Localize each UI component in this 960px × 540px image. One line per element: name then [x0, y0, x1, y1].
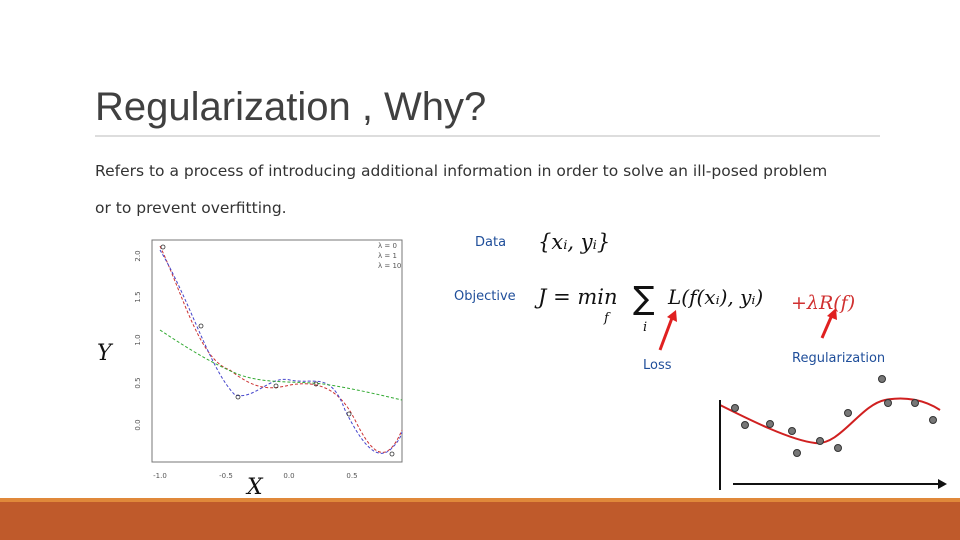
label-data: Data	[475, 235, 506, 250]
x-tick-label: -0.5	[219, 472, 233, 480]
body-text: Refers to a process of introducing addit…	[95, 162, 827, 180]
legend-label: λ = 0	[378, 242, 397, 250]
x-tick-label: 0.0	[283, 472, 294, 480]
regularization-sketch	[719, 375, 947, 490]
x-tick-label: -1.0	[153, 472, 167, 480]
plot-frame	[151, 239, 403, 463]
y-tick-label: 0.0	[134, 419, 142, 430]
label-loss: Loss	[643, 358, 672, 373]
label-objective: Objective	[454, 289, 516, 304]
y-axis-label: Y	[97, 341, 114, 366]
plot: λ = 0 λ = 1 λ = 10 -1.0 -0.5 0.0 0.5 2.0…	[134, 239, 403, 480]
label-regularization: Regularization	[792, 351, 885, 366]
y-tick-label: 0.5	[134, 377, 142, 388]
curve	[159, 249, 403, 454]
arrowhead	[667, 310, 677, 322]
legend-label: λ = 1	[378, 252, 397, 260]
curve	[159, 245, 403, 453]
formula-penalty: +λR(f)	[791, 292, 855, 314]
slide-title: Regularization , Why?	[95, 85, 486, 129]
y-tick-label: 1.5	[134, 291, 142, 302]
arrow	[658, 317, 674, 351]
formula-loss: L(f(xᵢ), yᵢ)	[667, 285, 763, 309]
footer-line	[0, 498, 960, 502]
x-tick-label: 0.5	[346, 472, 357, 480]
formula-data: {xᵢ, yᵢ}	[538, 230, 610, 254]
arrow	[820, 314, 834, 339]
legend-label: λ = 10	[378, 262, 401, 270]
x-axis-label: X	[245, 475, 264, 500]
y-tick-label: 1.0	[134, 334, 142, 345]
y-tick-label: 2.0	[134, 250, 142, 261]
points	[160, 244, 395, 457]
curve	[159, 329, 403, 401]
formula-lhs: J = min	[534, 285, 618, 309]
arrowhead	[827, 308, 837, 320]
body-text: or to prevent overfitting.	[95, 199, 287, 217]
formula-under-min: f	[603, 311, 611, 326]
footer-bar	[0, 502, 960, 540]
formula-under-sum: i	[643, 320, 647, 335]
formula-sum: ∑	[633, 279, 655, 317]
